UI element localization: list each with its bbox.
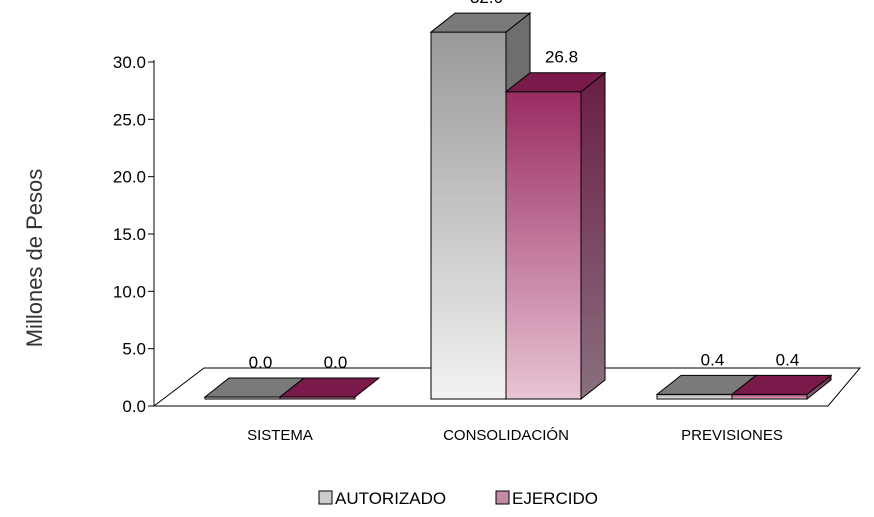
legend-label-autorizado: AUTORIZADO (335, 489, 446, 508)
x-tick-label: PREVISIONES (681, 427, 783, 444)
bar-ejercido-1 (504, 71, 607, 401)
y-tick-label: 25.0 (113, 110, 146, 129)
y-axis: 0.0 5.0 10.0 15.0 20.0 25.0 30.0 (113, 53, 155, 416)
x-tick-label: CONSOLIDACIÓN (443, 427, 569, 444)
x-tick-label: SISTEMA (247, 427, 313, 444)
bar-front (731, 393, 808, 400)
bar-top (429, 12, 532, 33)
bar-ejercido-2 (730, 374, 833, 401)
bars (203, 12, 833, 401)
bar-top (278, 377, 381, 398)
y-tick-label: 15.0 (113, 225, 146, 244)
bar-ejercido-0 (278, 377, 381, 400)
data-label: 0.4 (701, 350, 725, 369)
y-tick-label: 30.0 (113, 53, 146, 72)
bar-top (504, 72, 607, 93)
y-tick-label: 10.0 (113, 282, 146, 301)
data-label: 0.0 (249, 353, 273, 372)
bar-front (656, 393, 733, 400)
bar-top (730, 374, 833, 395)
legend-label-ejercido: EJERCIDO (512, 489, 598, 508)
data-label: 0.0 (324, 353, 348, 372)
legend-swatch-autorizado (318, 490, 333, 505)
data-label: 26.8 (545, 48, 578, 67)
y-axis-title: Millones de Pesos (22, 169, 47, 348)
bar-side (580, 71, 606, 401)
data-label: 32.0 (470, 0, 503, 7)
category-labels: SISTEMA CONSOLIDACIÓN PREVISIONES (247, 427, 783, 444)
y-tick-label: 20.0 (113, 168, 146, 187)
y-tick-label: 0.0 (122, 397, 146, 416)
bar-front (505, 91, 582, 400)
data-label: 0.4 (776, 350, 800, 369)
data-labels: 0.0 0.0 32.0 26.8 0.4 0.4 (249, 0, 800, 372)
legend-swatch-ejercido (495, 490, 510, 505)
legend: AUTORIZADO EJERCIDO (318, 489, 598, 508)
bar-front (430, 31, 507, 400)
y-tick-label: 5.0 (122, 340, 146, 359)
